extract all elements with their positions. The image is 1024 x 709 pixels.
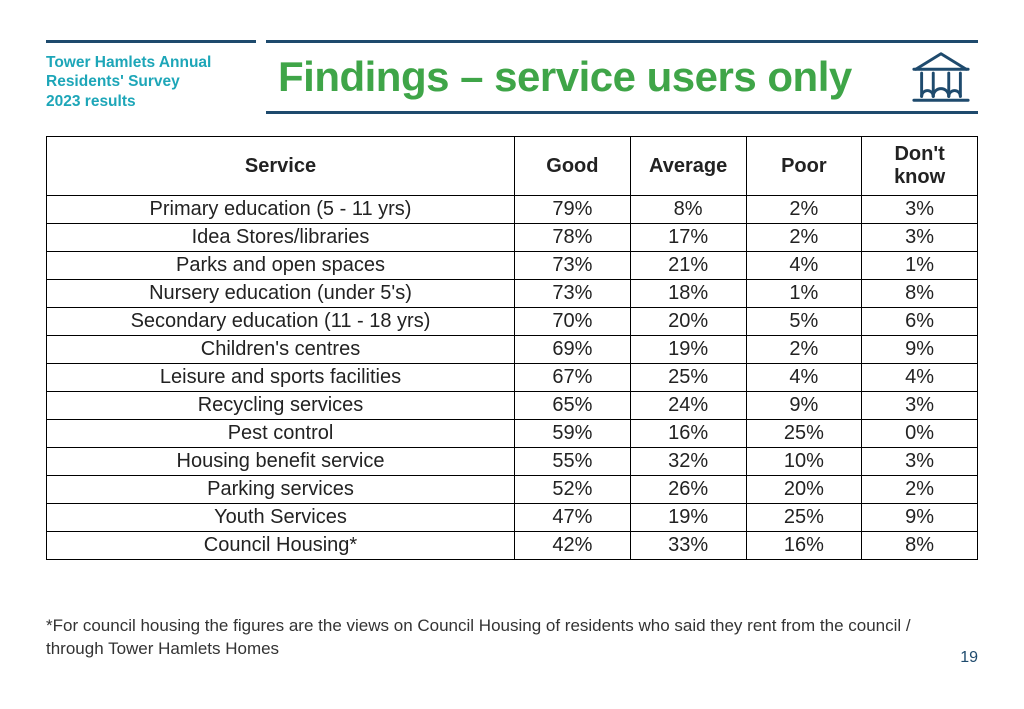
col-poor: Poor	[746, 137, 862, 196]
table-row: Council Housing*42%33%16%8%	[47, 532, 978, 560]
table-cell: 3%	[862, 392, 978, 420]
table-cell: 10%	[746, 448, 862, 476]
table-cell: 20%	[746, 476, 862, 504]
table-cell: 67%	[515, 364, 631, 392]
table-row: Parking services52%26%20%2%	[47, 476, 978, 504]
survey-line-3: 2023 results	[46, 93, 136, 110]
table-cell: 9%	[746, 392, 862, 420]
table-row: Leisure and sports facilities67%25%4%4%	[47, 364, 978, 392]
table-cell: 73%	[515, 252, 631, 280]
table-cell: Leisure and sports facilities	[47, 364, 515, 392]
table-row: Primary education (5 - 11 yrs)79%8%2%3%	[47, 196, 978, 224]
table-cell: 47%	[515, 504, 631, 532]
table-cell: Parking services	[47, 476, 515, 504]
table-cell: 1%	[746, 280, 862, 308]
building-icon	[910, 47, 972, 107]
table-row: Parks and open spaces73%21%4%1%	[47, 252, 978, 280]
table-cell: Primary education (5 - 11 yrs)	[47, 196, 515, 224]
table-cell: Children's centres	[47, 336, 515, 364]
table-cell: 59%	[515, 420, 631, 448]
table-cell: 19%	[630, 336, 746, 364]
table-row: Youth Services47%19%25%9%	[47, 504, 978, 532]
table-cell: 16%	[630, 420, 746, 448]
table-head: Service Good Average Poor Don't know	[47, 137, 978, 196]
table-cell: 4%	[862, 364, 978, 392]
footnote: *For council housing the figures are the…	[46, 615, 916, 661]
table-cell: Nursery education (under 5's)	[47, 280, 515, 308]
table-cell: 2%	[746, 336, 862, 364]
table-cell: 8%	[630, 196, 746, 224]
table-cell: 25%	[746, 420, 862, 448]
table-header-row: Service Good Average Poor Don't know	[47, 137, 978, 196]
table-row: Pest control59%16%25%0%	[47, 420, 978, 448]
survey-label-block: Tower Hamlets Annual Residents' Survey 2…	[46, 40, 256, 114]
table-cell: 0%	[862, 420, 978, 448]
header: Tower Hamlets Annual Residents' Survey 2…	[46, 40, 978, 114]
title-bar: Findings – service users only	[266, 40, 978, 114]
table-cell: 42%	[515, 532, 631, 560]
table-cell: 18%	[630, 280, 746, 308]
table-row: Nursery education (under 5's)73%18%1%8%	[47, 280, 978, 308]
table-cell: 4%	[746, 364, 862, 392]
table-cell: 26%	[630, 476, 746, 504]
table-cell: Housing benefit service	[47, 448, 515, 476]
table-cell: 20%	[630, 308, 746, 336]
table-cell: Council Housing*	[47, 532, 515, 560]
table-cell: 79%	[515, 196, 631, 224]
table-cell: 33%	[630, 532, 746, 560]
table-cell: 1%	[862, 252, 978, 280]
table-cell: 6%	[862, 308, 978, 336]
survey-line-1: Tower Hamlets Annual	[46, 54, 211, 71]
table-cell: 73%	[515, 280, 631, 308]
table-cell: 69%	[515, 336, 631, 364]
table-cell: 70%	[515, 308, 631, 336]
table-row: Recycling services65%24%9%3%	[47, 392, 978, 420]
table-cell: Idea Stores/libraries	[47, 224, 515, 252]
table-row: Secondary education (11 - 18 yrs)70%20%5…	[47, 308, 978, 336]
table-row: Idea Stores/libraries78%17%2%3%	[47, 224, 978, 252]
table-cell: Pest control	[47, 420, 515, 448]
table-cell: 5%	[746, 308, 862, 336]
table-cell: 25%	[746, 504, 862, 532]
col-service: Service	[47, 137, 515, 196]
table-cell: 8%	[862, 280, 978, 308]
table-cell: 32%	[630, 448, 746, 476]
table-cell: Secondary education (11 - 18 yrs)	[47, 308, 515, 336]
table-cell: 25%	[630, 364, 746, 392]
table-cell: 55%	[515, 448, 631, 476]
table-cell: 3%	[862, 196, 978, 224]
results-table: Service Good Average Poor Don't know Pri…	[46, 136, 978, 560]
table-row: Housing benefit service55%32%10%3%	[47, 448, 978, 476]
survey-line-2: Residents' Survey	[46, 73, 180, 90]
table-cell: 2%	[746, 196, 862, 224]
table-cell: 4%	[746, 252, 862, 280]
table-cell: Recycling services	[47, 392, 515, 420]
col-dont-know: Don't know	[862, 137, 978, 196]
table-row: Children's centres69%19%2%9%	[47, 336, 978, 364]
table-cell: Youth Services	[47, 504, 515, 532]
table-cell: 2%	[746, 224, 862, 252]
page-number: 19	[960, 649, 978, 667]
table-cell: 21%	[630, 252, 746, 280]
table-cell: 16%	[746, 532, 862, 560]
table-cell: 2%	[862, 476, 978, 504]
table-body: Primary education (5 - 11 yrs)79%8%2%3%I…	[47, 196, 978, 560]
table-cell: 19%	[630, 504, 746, 532]
table-cell: Parks and open spaces	[47, 252, 515, 280]
table-cell: 24%	[630, 392, 746, 420]
table-cell: 9%	[862, 504, 978, 532]
table-cell: 52%	[515, 476, 631, 504]
table-cell: 3%	[862, 224, 978, 252]
survey-label: Tower Hamlets Annual Residents' Survey 2…	[46, 53, 246, 111]
table-cell: 8%	[862, 532, 978, 560]
table-cell: 65%	[515, 392, 631, 420]
table-cell: 9%	[862, 336, 978, 364]
table-cell: 3%	[862, 448, 978, 476]
table-cell: 17%	[630, 224, 746, 252]
col-good: Good	[515, 137, 631, 196]
table-cell: 78%	[515, 224, 631, 252]
col-average: Average	[630, 137, 746, 196]
page-title: Findings – service users only	[278, 53, 910, 101]
